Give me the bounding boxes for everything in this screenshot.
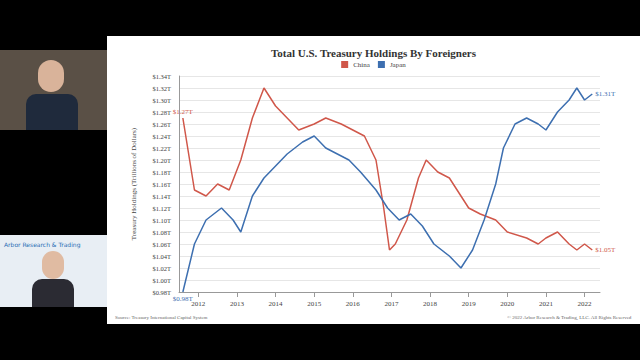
svg-text:Source: Treasury International: Source: Treasury International Capital S… [115, 315, 208, 320]
svg-text:$0.98T: $0.98T [152, 289, 171, 296]
svg-text:$1.18T: $1.18T [152, 169, 171, 176]
svg-text:$1.34T: $1.34T [152, 73, 171, 80]
svg-text:$1.32T: $1.32T [152, 85, 171, 92]
svg-text:$1.31T: $1.31T [595, 90, 616, 98]
svg-text:$1.12T: $1.12T [152, 205, 171, 212]
svg-text:$0.98T: $0.98T [173, 295, 194, 303]
svg-text:2018: 2018 [423, 300, 438, 308]
svg-text:2012: 2012 [191, 300, 206, 308]
svg-text:© 2022 Arbor Research & Tradin: © 2022 Arbor Research & Trading, LLC. Al… [507, 315, 632, 321]
svg-text:2017: 2017 [384, 300, 399, 308]
svg-text:$1.16T: $1.16T [152, 181, 171, 188]
svg-text:Treasury Holdings (Trillions o: Treasury Holdings (Trillions of Dollars) [130, 127, 138, 240]
svg-text:$1.10T: $1.10T [152, 217, 171, 224]
svg-text:$1.08T: $1.08T [152, 229, 171, 236]
svg-text:2019: 2019 [462, 300, 477, 308]
svg-text:2016: 2016 [346, 300, 361, 308]
svg-text:China: China [353, 61, 371, 69]
svg-text:$1.20T: $1.20T [152, 157, 171, 164]
svg-text:2021: 2021 [539, 300, 554, 308]
svg-text:$1.05T: $1.05T [595, 246, 616, 254]
svg-text:Total U.S. Treasury Holdings B: Total U.S. Treasury Holdings By Foreigne… [271, 47, 477, 59]
svg-text:2022: 2022 [578, 300, 593, 308]
svg-text:$1.00T: $1.00T [152, 277, 171, 284]
svg-text:$1.28T: $1.28T [152, 109, 171, 116]
html-text:Arbor Research & Trading: Arbor Research & Trading [4, 241, 81, 248]
svg-text:$1.22T: $1.22T [152, 145, 171, 152]
svg-text:2015: 2015 [307, 300, 322, 308]
svg-text:2014: 2014 [269, 300, 284, 308]
svg-text:$1.27T: $1.27T [173, 108, 194, 116]
svg-text:$1.24T: $1.24T [152, 133, 171, 140]
svg-text:$1.30T: $1.30T [152, 97, 171, 104]
svg-text:$1.14T: $1.14T [152, 193, 171, 200]
svg-text:$1.04T: $1.04T [152, 253, 171, 260]
svg-text:2020: 2020 [500, 300, 515, 308]
svg-text:Japan: Japan [390, 61, 406, 69]
svg-text:$1.26T: $1.26T [152, 121, 171, 128]
svg-text:$1.02T: $1.02T [152, 265, 171, 272]
svg-text:2013: 2013 [230, 300, 245, 308]
svg-text:$1.06T: $1.06T [152, 241, 171, 248]
